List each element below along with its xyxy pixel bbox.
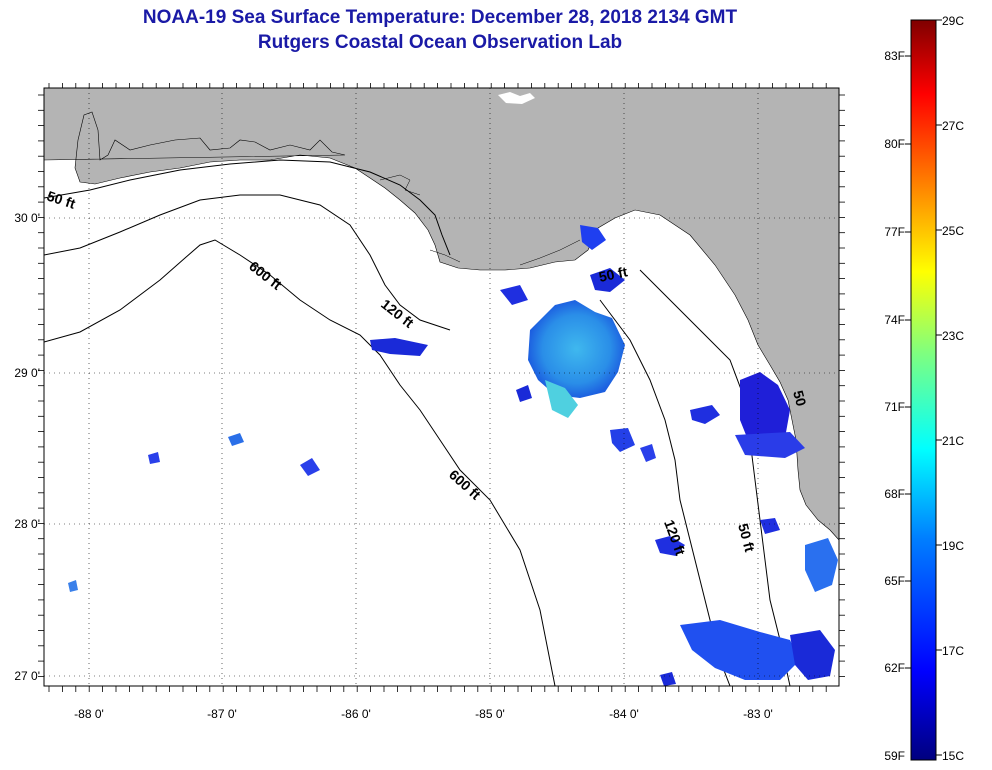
colorbar-c-label: 15C [942,749,964,763]
frame-ticks [38,83,845,692]
lon-tick-label: -87 0' [207,707,237,721]
colorbar-c-label: 25C [942,224,964,238]
map-frame [43,87,840,687]
contour-label-50ft-south: 50 ft [735,522,758,554]
lon-tick-label: -88 0' [74,707,104,721]
coastline-detail [379,174,581,266]
contour-label-50ft-bigbend: 50 ft [597,263,629,285]
colorbar-f-label: 68F [884,487,905,501]
lon-tick-label: -83 0' [743,707,773,721]
colorbar-f-label: 83F [884,49,905,63]
map-subtitle: Rutgers Coastal Ocean Observation Lab [257,32,623,53]
colorbar-f-label: 77F [884,225,905,239]
map-title: NOAA-19 Sea Surface Temperature: Decembe… [142,7,738,28]
colorbar-c-label: 21C [942,434,964,448]
sst-data-patches [68,225,838,686]
colorbar-f-label: 74F [884,313,905,327]
colorbar-c-label: 27C [942,119,964,133]
lat-tick-label: 29 0' [14,366,40,380]
lat-tick-label: 28 0' [14,517,40,531]
colorbar-f-label: 59F [884,749,905,763]
colorbar-f-label: 80F [884,137,905,151]
colorbar-c-label: 29C [942,14,964,28]
lon-tick-label: -86 0' [341,707,371,721]
colorbar-c-label: 23C [942,329,964,343]
contour-600ft [44,239,556,686]
contour-50ft-south [639,269,791,686]
lake [498,92,535,104]
land-mass [44,88,839,541]
lon-tick-label: -85 0' [475,707,505,721]
colorbar [910,19,937,761]
colorbar-ticks [905,19,942,756]
colorbar-f-label: 65F [884,574,905,588]
colorbar-f-label: 71F [884,400,905,414]
lon-tick-label: -84 0' [609,707,639,721]
colorbar-c-label: 17C [942,644,964,658]
contour-label-50-east: 50 [790,389,810,408]
contour-50ft-west [44,159,451,256]
colorbar-c-label: 19C [942,539,964,553]
lat-tick-label: 27 0' [14,669,40,683]
contour-120ft [44,194,451,331]
colorbar-f-label: 62F [884,661,905,675]
lat-tick-label: 30 0' [14,211,40,225]
